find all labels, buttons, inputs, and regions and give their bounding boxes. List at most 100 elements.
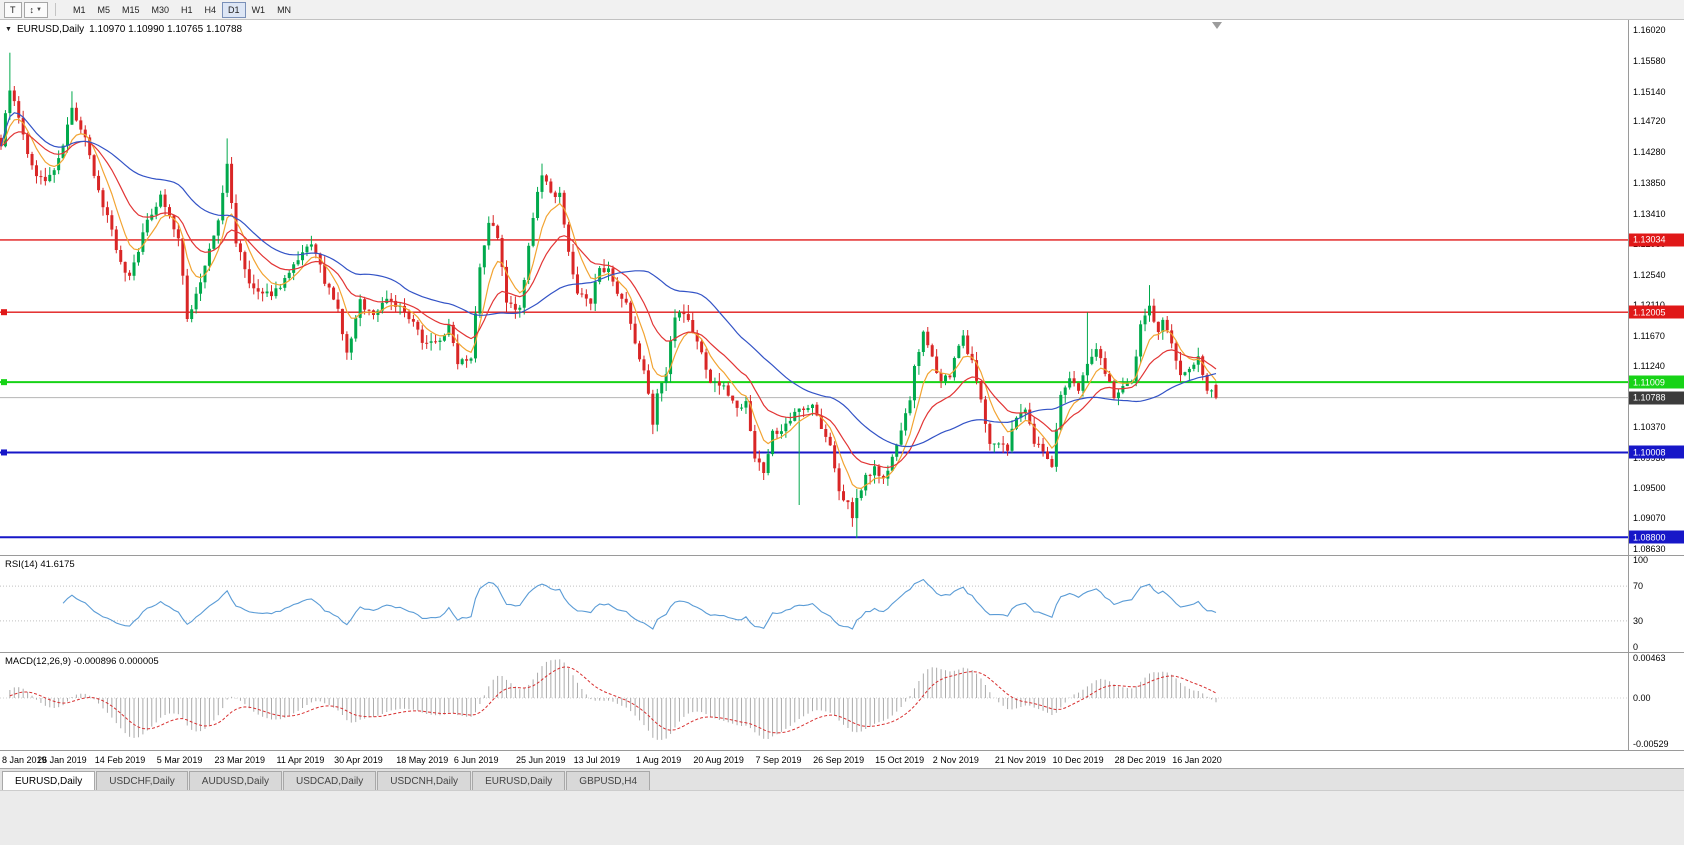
one-click-trading-toggle[interactable]: ▼	[5, 26, 12, 33]
date-label: 11 Apr 2019	[276, 755, 325, 765]
date-label: 30 Apr 2019	[334, 755, 383, 765]
macd-label: MACD(12,26,9) -0.000896 0.000005	[5, 656, 159, 667]
timeframe-w1-button[interactable]: W1	[246, 2, 272, 18]
macd-tick-label: -0.00529	[1633, 738, 1669, 749]
rsi-line	[62, 578, 1217, 630]
tab-eurusd-daily[interactable]: EURUSD,Daily	[2, 771, 96, 790]
date-label: 14 Feb 2019	[94, 755, 146, 765]
date-label: 6 Jun 2019	[453, 755, 499, 765]
dropdown-caret-icon: ▼	[36, 6, 42, 13]
price-tick-label: 1.12540	[1633, 269, 1666, 280]
timeframe-h4-button[interactable]: H4	[199, 2, 223, 18]
tab-gbpusd-h4[interactable]: GBPUSD,H4	[566, 771, 651, 790]
date-label: 23 Mar 2019	[214, 755, 265, 765]
macd-pane[interactable]: MACD(12,26,9) -0.000896 0.000005 0.00463…	[0, 652, 1684, 750]
toolbar-separator	[54, 3, 56, 16]
date-label: 20 Aug 2019	[693, 755, 744, 765]
window-background	[0, 790, 1684, 845]
top-toolbar: T ↕ ▼ M1 M5 M15 M30 H1 H4 D1 W1 MN	[0, 0, 1684, 20]
date-label: 8 Jan 2019	[2, 755, 47, 765]
date-label: 7 Sep 2019	[755, 755, 802, 765]
timeframes-toolbar: M1 M5 M15 M30 H1 H4 D1 W1 MN	[67, 1, 297, 18]
timeframe-mn-button[interactable]: MN	[271, 2, 297, 18]
timeframe-m30-button[interactable]: M30	[146, 2, 176, 18]
rsi-tick-label: 30	[1633, 615, 1644, 626]
tab-audusd-daily[interactable]: AUDUSD,Daily	[188, 771, 283, 790]
timeframe-m5-button[interactable]: M5	[91, 2, 116, 18]
rsi-tick-label: 0	[1633, 642, 1639, 652]
hline-price-badge: 1.11009	[1629, 375, 1684, 389]
tab-eurusd-daily-2[interactable]: EURUSD,Daily	[472, 771, 566, 790]
date-label: 15 Oct 2019	[875, 755, 925, 765]
chart-tabs-bar: EURUSD,Daily USDCHF,Daily AUDUSD,Daily U…	[0, 768, 1684, 790]
rsi-label: RSI(14) 41.6175	[5, 559, 75, 570]
rsi-axis[interactable]: 100 70 30 0	[1628, 555, 1684, 652]
ema-18-line	[0, 131, 1217, 469]
timeframe-m1-button[interactable]: M1	[67, 2, 92, 18]
ema-7-line	[0, 118, 1217, 490]
hline-price-badge: 1.08800	[1629, 530, 1684, 544]
hline-price-badge: 1.13034	[1629, 233, 1684, 247]
macd-histogram	[9, 659, 1217, 740]
hline-price-badge: 1.10008	[1629, 445, 1684, 459]
price-tick-label: 1.13850	[1633, 177, 1666, 188]
sma-40-line	[0, 112, 1217, 448]
price-tick-label: 1.14720	[1633, 116, 1666, 127]
date-label: 28 Dec 2019	[1114, 755, 1166, 765]
time-axis[interactable]: 8 Jan 2019 26 Jan 2019 14 Feb 2019 5 Mar 20…	[0, 750, 1684, 768]
chart-symbol-period: EURUSD,Daily	[16, 24, 85, 35]
timeframe-h1-button[interactable]: H1	[175, 2, 199, 18]
date-label: 25 Jun 2019	[515, 755, 566, 765]
current-price-badge: 1.10788	[1629, 391, 1684, 405]
price-tick-label: 1.12110	[1633, 300, 1665, 310]
tab-usdchf-daily[interactable]: USDCHF,Daily	[96, 771, 188, 790]
candles-layer	[0, 52, 1218, 538]
rsi-tick-label: 70	[1633, 581, 1644, 592]
macd-plot[interactable]	[0, 653, 1628, 750]
date-label: 5 Mar 2019	[156, 755, 203, 765]
date-label: 21 Nov 2019	[994, 755, 1046, 765]
macd-signal-line	[9, 666, 1217, 734]
tab-usdcnh-daily[interactable]: USDCNH,Daily	[377, 771, 472, 790]
price-tick-label: 1.13410	[1633, 208, 1666, 219]
arrows-icon: ↕	[29, 4, 35, 15]
chart-shift-marker-icon	[1212, 22, 1222, 29]
macd-axis[interactable]: 0.00463 0.00 -0.00529	[1628, 653, 1684, 750]
price-tick-label: 1.09500	[1633, 483, 1666, 494]
date-label: 10 Dec 2019	[1052, 755, 1104, 765]
tab-usdcad-daily[interactable]: USDCAD,Daily	[283, 771, 377, 790]
macd-tick-label: 0.00	[1633, 693, 1651, 704]
price-pane[interactable]: ▼ EURUSD,Daily 1.10970 1.10990 1.10765 1…	[0, 20, 1684, 555]
date-label: 16 Jan 2020	[1172, 755, 1222, 765]
chart-window: ▼ EURUSD,Daily 1.10970 1.10990 1.10765 1…	[0, 20, 1684, 768]
price-tick-label: 1.11670	[1633, 330, 1665, 341]
rsi-pane[interactable]: RSI(14) 41.6175 100 70 30 0	[0, 555, 1684, 652]
hlines-layer	[0, 239, 1628, 539]
price-tick-label: 1.15140	[1633, 86, 1666, 97]
timeframe-m15-button[interactable]: M15	[116, 2, 146, 18]
price-tick-label: 1.14280	[1633, 147, 1666, 158]
date-label: 26 Sep 2019	[813, 755, 865, 765]
price-tick-label: 1.15580	[1633, 56, 1666, 67]
date-label: 26 Jan 2019	[37, 755, 87, 765]
rsi-plot[interactable]	[0, 556, 1628, 652]
macd-tick-label: 0.00463	[1633, 652, 1666, 663]
price-tick-label: 1.08630	[1633, 544, 1666, 555]
price-tick-label: 1.16020	[1633, 25, 1666, 36]
chart-ohlc-values: 1.10970 1.10990 1.10765 1.10788	[89, 24, 243, 35]
text-tool-button[interactable]: T	[4, 1, 22, 18]
date-label: 18 May 2019	[396, 755, 449, 765]
timeframe-d1-button[interactable]: D1	[222, 1, 246, 18]
date-label: 1 Aug 2019	[635, 755, 682, 765]
price-tick-label: 1.09070	[1633, 513, 1666, 524]
chart-title: ▼ EURUSD,Daily 1.10970 1.10990 1.10765 1…	[5, 24, 242, 35]
price-tick-label: 1.10370	[1633, 422, 1666, 433]
hline-price-badge: 1.12005	[1629, 305, 1684, 319]
date-label: 2 Nov 2019	[932, 755, 979, 765]
arrows-tool-button[interactable]: ↕ ▼	[23, 1, 48, 18]
price-plot[interactable]	[0, 20, 1628, 555]
rsi-tick-label: 100	[1633, 555, 1649, 565]
price-tick-label: 1.11240	[1633, 360, 1665, 371]
price-axis[interactable]: 1.16020 1.15580 1.15140 1.14720 1.14280 1.138…	[1628, 20, 1684, 555]
